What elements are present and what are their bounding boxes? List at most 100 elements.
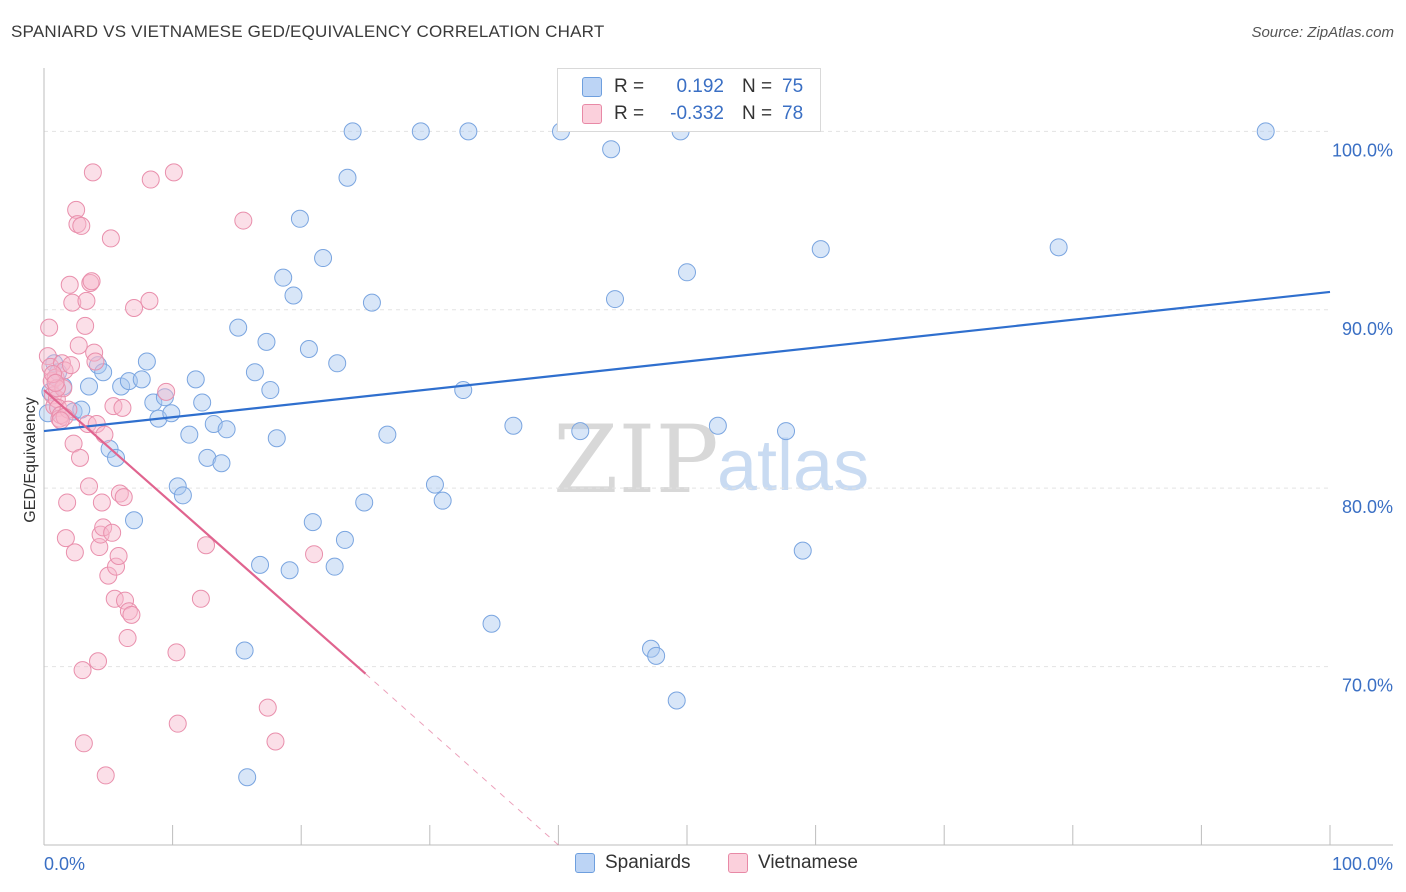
spaniards-point bbox=[335, 530, 354, 549]
spaniards-point bbox=[325, 557, 344, 576]
spaniards-point bbox=[647, 646, 666, 665]
r-value: -0.332 bbox=[670, 103, 724, 124]
vietnamese-point bbox=[65, 543, 84, 562]
r-label: R = bbox=[614, 103, 645, 124]
vietnamese-point bbox=[77, 291, 96, 310]
vietnamese-point bbox=[122, 605, 141, 624]
vietnamese-point bbox=[305, 545, 324, 564]
spaniards-point bbox=[193, 393, 212, 412]
vietnamese-point bbox=[74, 734, 93, 753]
spaniards-point bbox=[235, 641, 254, 660]
vietnamese-point bbox=[109, 546, 128, 565]
vietnamese-point bbox=[86, 352, 105, 371]
legend-item-vietnamese[interactable]: Vietnamese bbox=[728, 852, 858, 874]
vietnamese-point bbox=[164, 163, 183, 182]
watermark-zip: ZIP bbox=[553, 406, 719, 515]
vietnamese-point bbox=[58, 493, 77, 512]
vietnamese-swatch bbox=[728, 853, 748, 873]
spaniards-point bbox=[217, 420, 236, 439]
spaniards-point bbox=[777, 422, 796, 441]
vietnamese-point bbox=[167, 643, 186, 662]
spaniards-point bbox=[137, 352, 156, 371]
spaniards-point bbox=[1256, 122, 1275, 141]
vietnamese-point bbox=[107, 557, 126, 576]
vietnamese-point bbox=[113, 398, 132, 417]
vietnamese-point bbox=[69, 336, 88, 355]
spaniards-point bbox=[425, 475, 444, 494]
spaniards-point bbox=[198, 448, 217, 467]
y-tick-label: 70.0% bbox=[1342, 676, 1393, 696]
chart-title: SPANIARD VS VIETNAMESE GED/EQUIVALENCY C… bbox=[11, 22, 605, 41]
spaniards-point bbox=[1049, 238, 1068, 257]
legend-item-spaniards[interactable]: Spaniards bbox=[575, 852, 691, 874]
vietnamese-point bbox=[71, 448, 90, 467]
spaniards-point bbox=[229, 318, 248, 337]
vietnamese-point bbox=[125, 298, 144, 317]
source-label: Source: ZipAtlas.com bbox=[1251, 24, 1394, 41]
y-tick-label: 100.0% bbox=[1332, 140, 1393, 160]
n-value: 75 bbox=[782, 76, 804, 97]
vietnamese-point bbox=[82, 272, 101, 291]
vietnamese-point bbox=[46, 373, 65, 392]
spaniards-point bbox=[284, 286, 303, 305]
vietnamese-point bbox=[72, 216, 91, 235]
vietnamese-trendline bbox=[43, 389, 367, 675]
r-label: R = bbox=[614, 76, 645, 97]
spaniards-point bbox=[212, 454, 231, 473]
vietnamese-point bbox=[157, 382, 176, 401]
spaniards-point bbox=[267, 429, 286, 448]
spaniards-point bbox=[162, 404, 181, 423]
vietnamese-point bbox=[51, 411, 70, 430]
vietnamese-point bbox=[141, 170, 160, 189]
spaniards-swatch bbox=[582, 77, 602, 97]
vietnamese-swatch bbox=[582, 104, 602, 124]
spaniards-point bbox=[355, 493, 374, 512]
vietnamese-point bbox=[140, 291, 159, 310]
vietnamese-point bbox=[191, 589, 210, 608]
vietnamese-point bbox=[67, 200, 86, 219]
spaniards-point bbox=[257, 332, 276, 351]
n-value: 78 bbox=[782, 103, 804, 124]
vietnamese-point bbox=[94, 518, 113, 537]
vietnamese-point bbox=[76, 316, 95, 335]
vietnamese-point bbox=[78, 414, 97, 433]
vietnamese-point bbox=[89, 652, 108, 671]
vietnamese-point bbox=[118, 629, 137, 648]
legend-label-spaniards: Spaniards bbox=[605, 852, 691, 873]
spaniards-point bbox=[251, 555, 270, 574]
legend-row-spaniards: R = 0.192 N = 75 bbox=[582, 74, 803, 100]
vietnamese-point bbox=[197, 536, 216, 555]
spaniards-point bbox=[186, 370, 205, 389]
spaniards-point bbox=[362, 293, 381, 312]
vietnamese-point bbox=[266, 732, 285, 751]
vietnamese-point bbox=[80, 477, 99, 496]
vietnamese-point bbox=[83, 163, 102, 182]
spaniards-point bbox=[459, 122, 478, 141]
vietnamese-point bbox=[103, 523, 122, 542]
spaniards-point bbox=[107, 448, 126, 467]
spaniards-point bbox=[338, 168, 357, 187]
spaniards-point bbox=[261, 381, 280, 400]
spaniards-point bbox=[245, 363, 264, 382]
vietnamese-trendline-extension bbox=[365, 673, 559, 846]
vietnamese-point bbox=[56, 529, 75, 548]
y-tick-label: 90.0% bbox=[1342, 319, 1393, 339]
legend-row-vietnamese: R = -0.332 N = 78 bbox=[582, 101, 803, 127]
spaniards-point bbox=[667, 691, 686, 710]
spaniards-point bbox=[602, 140, 621, 159]
spaniards-point bbox=[793, 541, 812, 560]
r-value: 0.192 bbox=[676, 76, 724, 97]
vietnamese-point bbox=[258, 698, 277, 717]
vietnamese-point bbox=[62, 356, 81, 375]
spaniards-point bbox=[678, 263, 696, 282]
vietnamese-point bbox=[104, 397, 123, 416]
spaniards-point bbox=[290, 209, 309, 228]
spaniards-point bbox=[144, 393, 163, 412]
spaniards-point bbox=[180, 425, 199, 444]
vietnamese-point bbox=[92, 493, 111, 512]
spaniards-swatch bbox=[575, 853, 595, 873]
x-tick-label: 100.0% bbox=[1332, 854, 1393, 874]
spaniards-point bbox=[605, 290, 624, 309]
spaniards-point bbox=[482, 614, 501, 633]
